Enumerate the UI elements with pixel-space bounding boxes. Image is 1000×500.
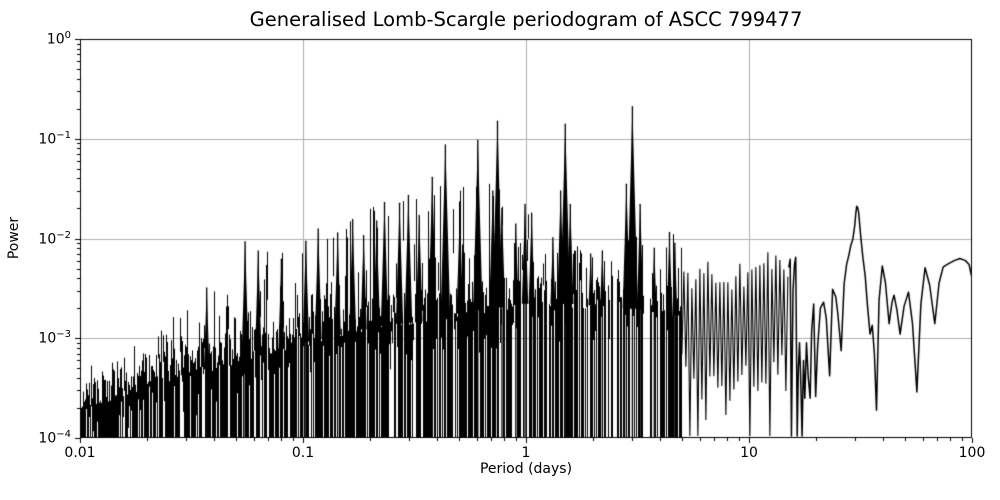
x-tick-label: 1 [521, 445, 531, 461]
y-tick-label: 100 [46, 29, 71, 48]
y-tick-label: 10−4 [38, 428, 71, 447]
y-axis-label: Power [6, 216, 22, 260]
x-tick-label: 100 [958, 445, 986, 461]
x-tick-label: 10 [740, 445, 758, 461]
y-tick-label: 10−1 [38, 129, 71, 148]
chart-title: Generalised Lomb-Scargle periodogram of … [249, 8, 803, 31]
x-axis-label: Period (days) [479, 461, 573, 477]
x-tick-label: 0.1 [291, 445, 315, 461]
y-tick-label: 10−2 [38, 229, 71, 247]
y-tick-label: 10−3 [38, 329, 71, 347]
x-tick-label: 0.01 [64, 445, 96, 461]
